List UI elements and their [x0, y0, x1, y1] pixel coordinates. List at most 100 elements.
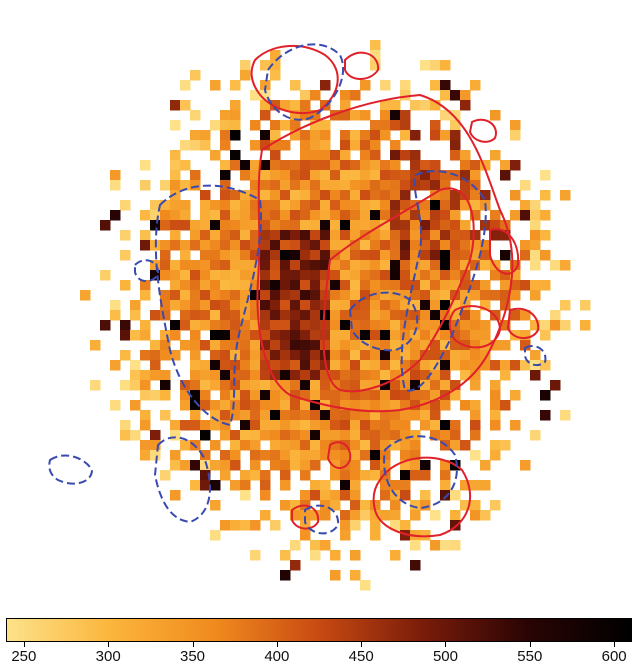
map-pixel	[310, 360, 321, 371]
map-pixel	[170, 430, 181, 441]
map-pixel	[380, 190, 391, 201]
map-pixel	[450, 490, 461, 501]
map-pixel	[190, 280, 201, 291]
map-pixel	[290, 360, 301, 371]
map-pixel	[470, 420, 481, 431]
map-pixel	[450, 220, 461, 231]
map-pixel	[210, 420, 221, 431]
map-pixel	[440, 250, 451, 261]
map-pixel	[350, 510, 361, 521]
map-pixel	[330, 310, 341, 321]
map-pixel	[270, 300, 281, 311]
map-pixel	[270, 140, 281, 151]
map-pixel	[190, 420, 201, 431]
map-pixel	[300, 280, 311, 291]
map-pixel	[280, 500, 291, 511]
map-pixel	[290, 320, 301, 331]
map-pixel	[310, 450, 321, 461]
map-pixel	[450, 360, 461, 371]
map-pixel	[210, 310, 221, 321]
map-pixel	[390, 240, 401, 251]
map-pixel	[360, 430, 371, 441]
map-pixel	[320, 230, 331, 241]
map-pixel	[370, 270, 381, 281]
map-pixel	[520, 240, 531, 251]
map-pixel	[240, 390, 251, 401]
map-pixel	[260, 170, 271, 181]
map-pixel	[180, 200, 191, 211]
map-pixel	[250, 420, 261, 431]
map-pixel	[320, 240, 331, 251]
map-pixel	[190, 390, 201, 401]
map-pixel	[320, 430, 331, 441]
map-pixel	[390, 140, 401, 151]
map-pixel	[430, 400, 441, 411]
map-pixel	[170, 350, 181, 361]
map-pixel	[460, 90, 471, 101]
map-pixel	[460, 250, 471, 261]
map-pixel	[350, 420, 361, 431]
map-pixel	[520, 250, 531, 261]
red-contour-small-2	[291, 504, 320, 530]
map-pixel	[270, 280, 281, 291]
velocity-map	[48, 40, 591, 591]
map-pixel	[260, 90, 271, 101]
map-pixel	[170, 260, 181, 271]
map-pixel	[370, 310, 381, 321]
map-pixel	[350, 480, 361, 491]
map-pixel	[310, 380, 321, 391]
map-pixel	[310, 320, 321, 331]
map-pixel	[380, 210, 391, 221]
map-pixel	[180, 290, 191, 301]
map-pixel	[460, 220, 471, 231]
map-pixel	[440, 270, 451, 281]
map-pixel	[560, 260, 571, 271]
map-pixel	[170, 120, 181, 131]
map-pixel	[180, 380, 191, 391]
map-pixel	[360, 400, 371, 411]
map-pixel	[290, 280, 301, 291]
map-pixel	[420, 160, 431, 171]
map-pixel	[180, 140, 191, 151]
map-pixel	[290, 180, 301, 191]
map-pixel	[470, 500, 481, 511]
map-pixel	[390, 430, 401, 441]
map-pixel	[390, 260, 401, 271]
map-pixel	[410, 470, 421, 481]
map-pixel	[300, 340, 311, 351]
map-pixel	[340, 260, 351, 271]
map-pixel	[230, 190, 241, 201]
map-pixel	[320, 440, 331, 451]
map-pixel	[530, 210, 541, 221]
map-pixel	[370, 390, 381, 401]
map-pixel	[200, 420, 211, 431]
map-pixel	[370, 440, 381, 451]
map-pixel	[210, 360, 221, 371]
map-pixel	[300, 510, 311, 521]
map-pixel	[280, 320, 291, 331]
map-pixel	[220, 110, 231, 121]
map-pixel	[580, 300, 591, 311]
map-pixel	[310, 180, 321, 191]
map-pixel	[190, 290, 201, 301]
map-pixel	[370, 380, 381, 391]
map-pixel	[440, 460, 451, 471]
map-pixel	[340, 130, 351, 141]
map-pixel	[190, 410, 201, 421]
map-pixel	[430, 260, 441, 271]
map-pixel	[180, 80, 191, 91]
map-pixel	[430, 190, 441, 201]
map-pixel	[400, 530, 411, 541]
map-pixel	[280, 230, 291, 241]
map-pixel	[240, 170, 251, 181]
map-pixel	[200, 130, 211, 141]
map-pixel	[380, 360, 391, 371]
map-pixel	[360, 220, 371, 231]
map-pixel	[480, 220, 491, 231]
map-pixel	[220, 280, 231, 291]
map-pixel	[410, 220, 421, 231]
map-pixel	[480, 280, 491, 291]
map-pixel	[290, 310, 301, 321]
map-pixel	[240, 480, 251, 491]
map-pixel	[310, 410, 321, 421]
